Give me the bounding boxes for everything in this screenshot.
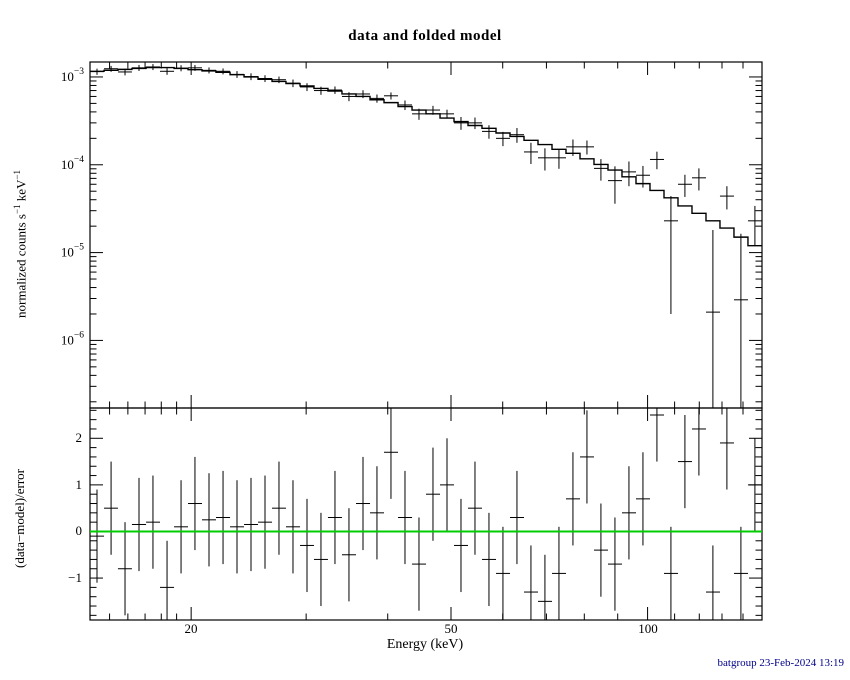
axes-frame — [89, 61, 763, 621]
y2-tick-neg1: −1 — [68, 570, 82, 585]
y-axis-tick-labels: 10−3 10−4 10−5 10−6 — [61, 67, 84, 347]
x-axis-title: Energy (keV) — [386, 637, 464, 652]
svg-text:10−4: 10−4 — [61, 155, 84, 172]
plot-title: data and folded model — [348, 28, 502, 44]
y-axis-title-counts: normalized counts s−1 keV−1 — [12, 169, 29, 318]
folded-model-line — [90, 66, 762, 247]
svg-text:10−6: 10−6 — [61, 330, 84, 347]
x-tick-50: 50 — [444, 621, 458, 636]
x-tick-100: 100 — [638, 621, 658, 636]
y2-tick-2: 2 — [75, 430, 83, 445]
svg-text:10−5: 10−5 — [61, 243, 84, 260]
x-tick-20: 20 — [184, 621, 198, 636]
y2-tick-0: 0 — [75, 523, 83, 538]
y2-tick-1: 1 — [75, 477, 83, 492]
svg-text:10−3: 10−3 — [61, 67, 84, 84]
timestamp-label: batgroup 23-Feb-2024 13:19 — [717, 657, 844, 669]
residual-data-points — [90, 408, 762, 620]
y-axis-title-residuals: (data−model)/error — [12, 468, 27, 568]
spectrum-data-points — [90, 64, 762, 408]
